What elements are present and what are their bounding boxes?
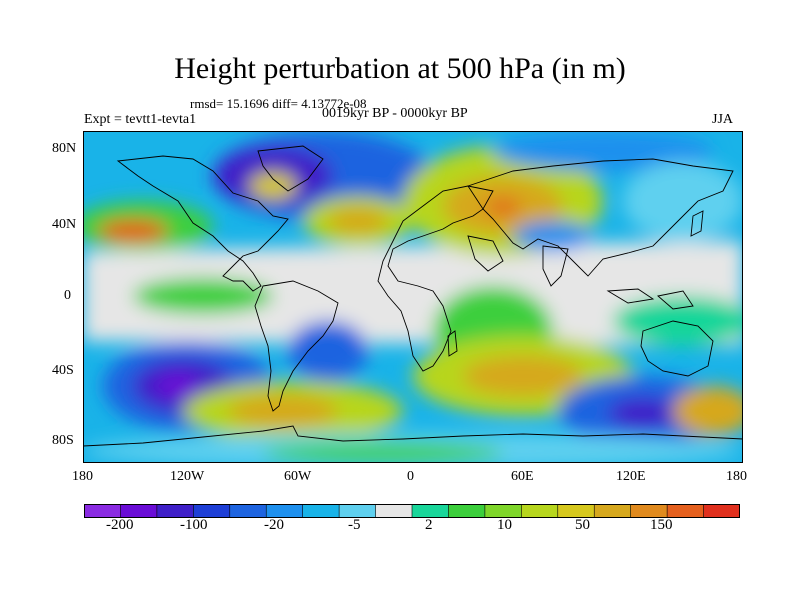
colorbar-cell	[229, 504, 268, 518]
lat-tick-label: 40S	[52, 363, 74, 378]
period-label: 0019kyr BP - 0000kyr BP	[322, 106, 468, 121]
colorbar-cell	[521, 504, 559, 518]
experiment-label: Expt = tevtt1-tevta1	[84, 112, 197, 127]
colorbar-cell	[193, 504, 231, 518]
colorbar-cell	[411, 504, 450, 518]
colorbar-cell	[375, 504, 413, 518]
lat-tick-label: 80S	[52, 433, 74, 448]
lon-tick-label: 0	[407, 469, 414, 484]
lat-tick-label: 80N	[52, 141, 77, 156]
lat-tick-label: 0	[64, 288, 71, 303]
contour-map	[83, 131, 743, 463]
colorbar-cell	[484, 504, 523, 518]
lon-tick-label: 180	[72, 469, 93, 484]
season-label: JJA	[712, 112, 734, 127]
colorbar-label: 150	[650, 517, 673, 533]
colorbar-label: -20	[264, 517, 284, 533]
contour-field	[83, 131, 743, 463]
colorbar-cell	[265, 504, 304, 518]
lon-tick-label: 120W	[170, 469, 205, 484]
colorbar-cell	[593, 504, 632, 518]
colorbar-cell	[630, 504, 668, 518]
colorbar-cell	[156, 504, 195, 518]
colorbar-label: 50	[575, 517, 590, 533]
lon-tick-label: 120E	[616, 469, 646, 484]
colorbar-cell	[703, 504, 740, 518]
colorbar-label: 10	[497, 517, 512, 533]
colorbar-cell	[448, 504, 486, 518]
colorbar-label: -5	[348, 517, 361, 533]
colorbar-label: 2	[425, 517, 433, 533]
colorbar	[84, 504, 740, 518]
lon-tick-label: 180	[726, 469, 747, 484]
colorbar-cell	[557, 504, 596, 518]
chart-title: Height perturbation at 500 hPa (in m)	[174, 52, 626, 85]
colorbar-cell	[338, 504, 377, 518]
colorbar-cell	[302, 504, 340, 518]
colorbar-label: -100	[180, 517, 208, 533]
lat-tick-label: 40N	[52, 217, 77, 232]
colorbar-cell	[666, 504, 705, 518]
stats-label: rmsd= 15.1696 diff= 4.13772e-08	[190, 96, 367, 111]
colorbar-label: -200	[106, 517, 134, 533]
colorbar-cell	[84, 504, 122, 518]
colorbar-cell	[120, 504, 158, 518]
lon-tick-label: 60W	[284, 469, 312, 484]
lon-tick-label: 60E	[511, 469, 534, 484]
coastlines	[83, 145, 743, 447]
